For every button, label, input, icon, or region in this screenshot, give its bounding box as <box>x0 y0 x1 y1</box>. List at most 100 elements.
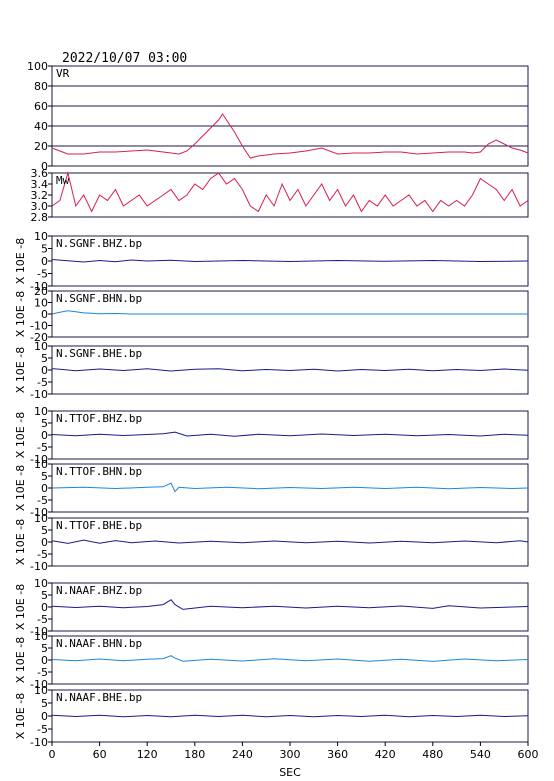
panel-label-naaf-bhz: N.NAAF.BHZ.bp <box>56 584 142 597</box>
y-tick-label: 3.4 <box>31 178 49 191</box>
y-tick-label: -20 <box>30 331 48 344</box>
y-axis-label: X 10E -8 <box>14 291 27 337</box>
panel-label-ttof-bhz: N.TTOF.BHZ.bp <box>56 412 142 425</box>
y-tick-label: 5 <box>41 642 48 655</box>
y-tick-label: 5 <box>41 589 48 602</box>
y-tick-label: 3.2 <box>31 189 49 202</box>
y-axis-label: X 10E -8 <box>14 238 27 284</box>
y-tick-label: 10 <box>34 297 48 310</box>
y-tick-label: -10 <box>30 506 48 519</box>
y-tick-label: -5 <box>37 548 48 561</box>
series-line-ttof-bhn <box>51 482 529 493</box>
x-tick-label: 540 <box>470 748 491 761</box>
x-tick-label: 240 <box>232 748 253 761</box>
panel-label-ttof-bhn: N.TTOF.BHN.bp <box>56 465 142 478</box>
panel-mw: 2.83.03.23.43.6 Mw <box>31 167 529 224</box>
y-tick-label: 5 <box>41 470 48 483</box>
x-tick-label: 600 <box>518 748 539 761</box>
y-tick-label: 0 <box>41 160 48 173</box>
series-line-sgnf-bhe <box>51 368 529 372</box>
x-tick-label: 360 <box>327 748 348 761</box>
y-tick-label: 5 <box>41 417 48 430</box>
y-tick-label: 0 <box>41 601 48 614</box>
x-tick-label: 180 <box>184 748 205 761</box>
series-line-naaf-bhn <box>51 655 529 662</box>
y-tick-label: 20 <box>34 285 48 298</box>
y-tick-label: 10 <box>34 405 48 418</box>
y-tick-label: 0 <box>41 255 48 268</box>
y-tick-label: 0 <box>41 536 48 549</box>
y-tick-label: -10 <box>30 453 48 466</box>
y-tick-label: 0 <box>41 429 48 442</box>
y-tick-label: -10 <box>30 678 48 691</box>
y-tick-label: 0 <box>41 654 48 667</box>
y-tick-label: -5 <box>37 723 48 736</box>
y-tick-label: 0 <box>41 308 48 321</box>
series-line-naaf-bhe <box>51 714 529 718</box>
y-axis-label: X 10E -8 <box>14 693 27 739</box>
y-axis-label: X 10E -8 <box>14 412 27 458</box>
y-axis-label: X 10E -8 <box>14 465 27 511</box>
x-tick-label: 300 <box>280 748 301 761</box>
y-tick-label: -5 <box>37 376 48 389</box>
y-tick-label: 5 <box>41 352 48 365</box>
series-line-sgnf-bhz <box>51 259 529 263</box>
y-tick-label: 10 <box>34 684 48 697</box>
panel-label-vr: VR <box>56 67 70 80</box>
y-tick-label: 10 <box>34 512 48 525</box>
y-tick-label: 20 <box>34 140 48 153</box>
y-tick-label: -10 <box>30 280 48 293</box>
y-tick-label: -10 <box>30 625 48 638</box>
x-tick-label: 420 <box>375 748 396 761</box>
y-tick-label: -5 <box>37 441 48 454</box>
y-axis-label: X 10E -8 <box>14 584 27 630</box>
series-line-vr <box>51 113 529 159</box>
y-tick-label: 10 <box>34 630 48 643</box>
y-tick-label: -10 <box>30 388 48 401</box>
series-line-sgnf-bhn <box>51 310 528 315</box>
y-tick-label: 10 <box>34 340 48 353</box>
y-tick-label: 2.8 <box>31 211 49 224</box>
y-tick-label: 0 <box>41 364 48 377</box>
panel-label-naaf-bhn: N.NAAF.BHN.bp <box>56 637 142 650</box>
y-tick-label: 10 <box>34 230 48 243</box>
x-tick-label: 120 <box>137 748 158 761</box>
y-tick-label: -5 <box>37 268 48 281</box>
y-tick-label: -10 <box>30 320 48 333</box>
y-tick-label: 0 <box>41 710 48 723</box>
figure-title: 2022/10/07 03:00 <box>62 51 187 66</box>
y-tick-label: 3.6 <box>31 167 49 180</box>
y-tick-label: -5 <box>37 613 48 626</box>
series-line-mw <box>51 171 529 213</box>
x-axis-label: SEC <box>279 766 301 779</box>
y-tick-label: 100 <box>27 60 48 73</box>
y-tick-label: 80 <box>34 80 48 93</box>
panel-label-naaf-bhe: N.NAAF.BHE.bp <box>56 691 142 704</box>
panel-label-mw: Mw <box>56 174 70 187</box>
y-tick-label: -10 <box>30 560 48 573</box>
y-axis-label: X 10E -8 <box>14 637 27 683</box>
panel-label-sgnf-bhn: N.SGNF.BHN.bp <box>56 292 142 305</box>
panel-frame <box>51 65 529 167</box>
y-tick-label: -5 <box>37 666 48 679</box>
y-tick-label: 5 <box>41 697 48 710</box>
y-tick-label: 0 <box>41 482 48 495</box>
y-tick-label: 10 <box>34 458 48 471</box>
y-tick-label: 10 <box>34 577 48 590</box>
panel-label-sgnf-bhe: N.SGNF.BHE.bp <box>56 347 142 360</box>
y-tick-label: 3.0 <box>31 200 49 213</box>
x-tick-label: 60 <box>93 748 107 761</box>
series-line-naaf-bhz <box>51 599 529 610</box>
y-tick-label: 40 <box>34 120 48 133</box>
y-tick-label: 5 <box>41 243 48 256</box>
x-tick-label: 0 <box>49 748 56 761</box>
